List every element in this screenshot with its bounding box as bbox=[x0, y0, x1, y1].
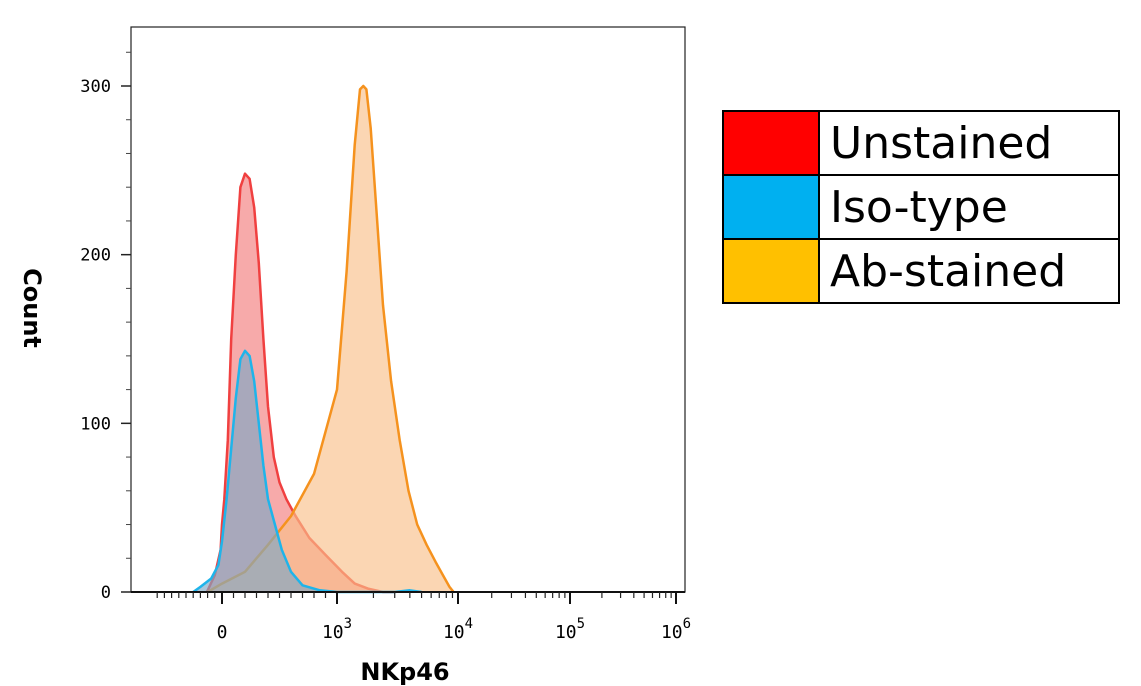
x-tick-label-4: 106 bbox=[661, 616, 691, 643]
legend-item-unstained: Unstained bbox=[722, 110, 1120, 176]
plot-area: 0 100 200 300 0 103 104 105 106 NKp46 Count bbox=[18, 26, 691, 686]
x-tick-label-3: 105 bbox=[555, 616, 585, 643]
legend-label-ab-stained: Ab-stained bbox=[818, 238, 1120, 304]
legend-swatch-unstained bbox=[722, 110, 820, 176]
x-tick-label-2: 104 bbox=[443, 616, 473, 643]
series-line-ab-stained bbox=[206, 84, 455, 594]
legend-item-iso-type: Iso-type bbox=[722, 174, 1120, 240]
legend-label-unstained: Unstained bbox=[818, 110, 1120, 176]
y-tick-label-200: 200 bbox=[80, 246, 111, 266]
series-area-iso-type bbox=[193, 350, 422, 592]
series-line-iso-type bbox=[192, 349, 422, 594]
y-tick-label-300: 300 bbox=[80, 77, 111, 97]
x-axis-label: NKp46 bbox=[360, 658, 449, 686]
y-axis-label: Count bbox=[18, 268, 46, 348]
legend-swatch-ab-stained bbox=[722, 238, 820, 304]
legend-label-iso-type: Iso-type bbox=[818, 174, 1120, 240]
legend-swatch-iso-type bbox=[722, 174, 820, 240]
series-area-ab-stained bbox=[207, 86, 454, 592]
y-tick-label-0: 0 bbox=[101, 583, 111, 603]
x-tick-label-0: 0 bbox=[217, 622, 228, 643]
x-tick-label-1: 103 bbox=[322, 616, 352, 643]
legend-item-ab-stained: Ab-stained bbox=[722, 238, 1120, 304]
legend: Unstained Iso-type Ab-stained bbox=[722, 110, 1120, 304]
y-tick-label-100: 100 bbox=[80, 414, 111, 434]
